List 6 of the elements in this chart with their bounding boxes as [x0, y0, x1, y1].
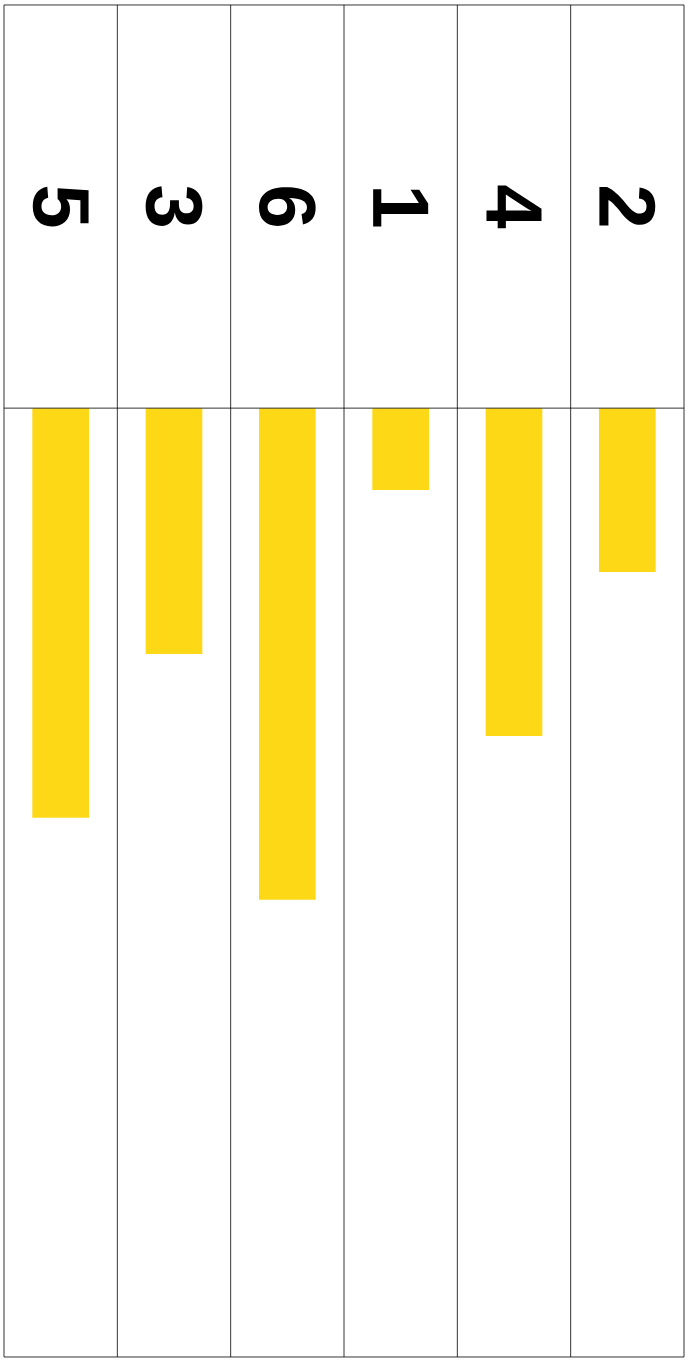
x-tick-label: 2: [599, 187, 656, 226]
x-tick-label: 6: [259, 187, 316, 226]
x-tick-label: 4: [486, 185, 542, 229]
x-tick-label: 1: [373, 189, 429, 227]
x-tick-label: 3: [145, 186, 203, 226]
x-tick-label: 5: [32, 186, 89, 227]
